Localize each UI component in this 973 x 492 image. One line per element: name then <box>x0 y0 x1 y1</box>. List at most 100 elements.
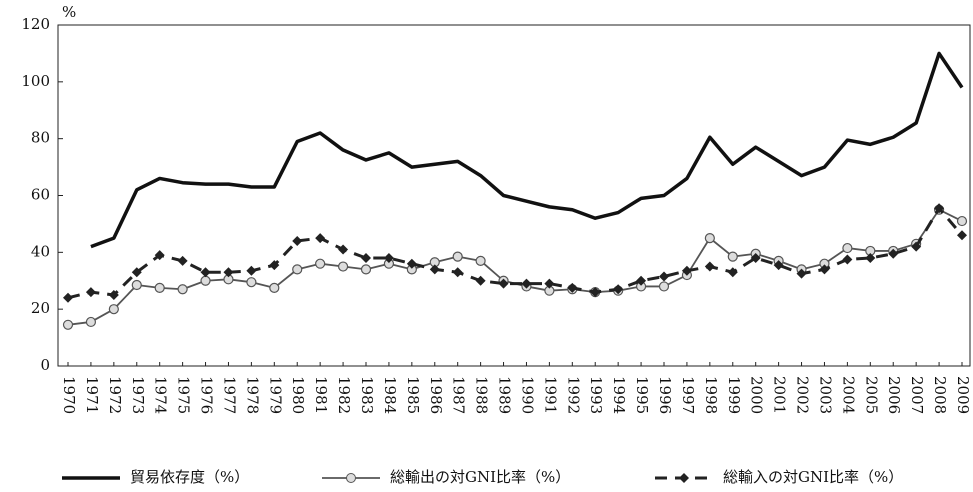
point-marker <box>63 292 73 303</box>
point-marker <box>131 267 142 278</box>
legend-marker <box>346 473 356 483</box>
x-tick-label: 1994 <box>610 376 628 414</box>
series-line <box>90 51 964 249</box>
x-tick-label: 1982 <box>335 376 353 414</box>
point-marker <box>521 278 532 289</box>
point-marker <box>842 242 853 254</box>
point-marker <box>85 287 96 298</box>
x-tick-label: 1977 <box>220 376 238 414</box>
x-tick-label: 1993 <box>587 376 605 414</box>
x-tick-label: 1990 <box>518 376 536 414</box>
y-tick-label: 0 <box>40 356 50 374</box>
point-marker <box>315 233 326 244</box>
x-tick-label: 2007 <box>908 376 926 414</box>
point-marker <box>108 289 119 300</box>
point-marker <box>658 281 670 292</box>
x-tick-label: 1980 <box>289 376 307 414</box>
x-tick-label: 1972 <box>106 376 124 414</box>
y-tick-label: 40 <box>31 242 50 260</box>
x-tick-label: 1971 <box>83 376 101 414</box>
x-tick-label: 2006 <box>885 376 903 414</box>
point-marker <box>62 319 74 330</box>
point-marker <box>865 253 876 264</box>
y-tick-label: 120 <box>21 15 50 33</box>
point-marker <box>704 261 715 272</box>
point-marker <box>773 260 784 271</box>
point-marker <box>452 267 463 278</box>
point-marker <box>704 233 715 244</box>
y-tick-label: 20 <box>31 299 50 317</box>
point-marker <box>108 304 119 315</box>
x-tick-label: 1995 <box>633 376 651 414</box>
point-marker <box>636 275 647 286</box>
x-tick-label: 2004 <box>839 376 857 414</box>
point-marker <box>475 255 486 266</box>
point-marker <box>223 267 234 278</box>
point-marker <box>246 265 257 276</box>
point-marker <box>383 253 394 264</box>
point-marker <box>567 282 578 293</box>
point-marker <box>85 316 97 328</box>
legend-label: 貿易依存度（%） <box>130 468 249 486</box>
point-marker <box>200 267 211 278</box>
point-marker <box>131 279 142 291</box>
point-marker <box>154 250 165 261</box>
x-tick-label: 1999 <box>725 376 743 414</box>
point-marker <box>177 255 188 266</box>
legend-label: 総輸入の対GNI比率（%） <box>723 468 903 486</box>
x-tick-label: 1978 <box>243 376 261 414</box>
x-tick-label: 1984 <box>381 376 399 414</box>
point-marker <box>659 271 669 282</box>
x-tick-label: 1992 <box>564 376 582 414</box>
x-tick-label: 1976 <box>198 376 216 414</box>
x-tick-label: 1981 <box>312 376 330 414</box>
x-tick-label: 2009 <box>954 376 972 414</box>
point-marker <box>154 282 165 293</box>
point-marker <box>315 258 326 269</box>
point-marker <box>911 241 922 252</box>
point-marker <box>246 277 257 288</box>
point-marker <box>888 248 899 259</box>
point-marker <box>544 278 555 289</box>
point-marker <box>177 284 188 295</box>
point-marker <box>406 258 417 269</box>
point-marker <box>475 275 486 286</box>
point-marker <box>613 284 624 295</box>
point-marker <box>957 230 967 241</box>
x-tick-label: 1997 <box>679 376 697 414</box>
x-tick-label: 1975 <box>175 376 193 414</box>
y-tick-label: 80 <box>31 129 50 147</box>
x-tick-label: 1974 <box>152 376 170 414</box>
point-marker <box>269 282 280 293</box>
x-tick-label: 1991 <box>541 376 559 414</box>
x-tick-label: 1998 <box>702 376 720 414</box>
x-tick-label: 2003 <box>816 376 834 414</box>
point-marker <box>360 264 372 275</box>
point-marker <box>727 267 738 278</box>
plot-frame <box>57 24 971 367</box>
legend-label: 総輸出の対GNI比率（%） <box>390 468 570 486</box>
point-marker <box>337 261 349 272</box>
x-tick-label: 1973 <box>129 376 147 414</box>
legend-marker <box>679 473 689 483</box>
point-marker <box>934 203 945 214</box>
point-marker <box>429 264 440 275</box>
y-tick-label: 100 <box>21 72 50 90</box>
point-marker <box>200 275 211 286</box>
x-tick-label: 1979 <box>266 376 284 414</box>
x-tick-label: 2001 <box>771 376 789 414</box>
series-line <box>67 206 964 300</box>
point-marker <box>338 244 349 255</box>
x-tick-label: 1989 <box>496 376 514 414</box>
x-tick-label: 2005 <box>862 376 880 414</box>
point-marker <box>956 215 968 227</box>
point-marker <box>681 265 692 276</box>
x-tick-label: 1988 <box>473 376 491 414</box>
point-marker <box>590 287 601 298</box>
y-tick-label: 60 <box>31 186 50 204</box>
x-tick-label: 2002 <box>794 376 812 414</box>
point-marker <box>727 251 738 262</box>
point-marker <box>269 260 280 271</box>
y-axis-label: % <box>62 3 76 21</box>
